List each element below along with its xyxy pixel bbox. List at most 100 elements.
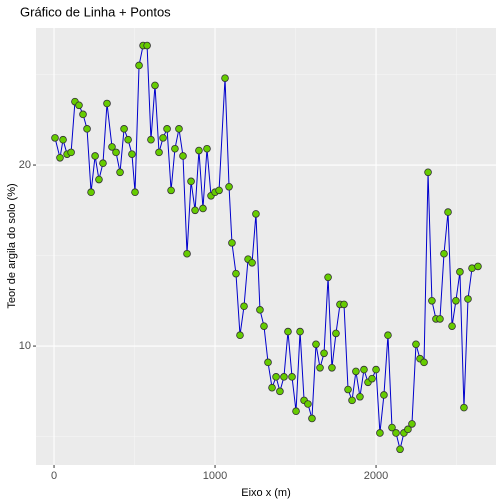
- data-point: [352, 367, 360, 376]
- data-point: [108, 143, 116, 151]
- data-point: [183, 249, 191, 258]
- data-point: [276, 387, 284, 396]
- data-point: [252, 210, 260, 218]
- data-point: [75, 101, 83, 110]
- data-point: [460, 403, 468, 412]
- data-point: [376, 429, 384, 437]
- data-point: [368, 374, 376, 383]
- data-point: [312, 340, 320, 349]
- data-point: [91, 152, 99, 160]
- data-point: [474, 262, 482, 271]
- data-point: [264, 358, 272, 367]
- data-point: [131, 188, 139, 196]
- data-point: [344, 385, 352, 394]
- data-point: [388, 423, 396, 432]
- data-point: [151, 81, 159, 90]
- data-point: [128, 150, 136, 158]
- data-point: [256, 306, 264, 314]
- data-point: [143, 41, 151, 50]
- data-point: [147, 135, 155, 144]
- y-tick-label: 20: [19, 159, 31, 171]
- data-point: [67, 148, 75, 157]
- x-tick-label: 1000: [203, 470, 227, 482]
- data-point: [396, 445, 404, 454]
- data-point: [112, 148, 120, 157]
- data-point: [444, 208, 452, 216]
- data-point: [120, 125, 128, 133]
- data-point: [221, 74, 229, 82]
- data-point: [248, 258, 256, 267]
- data-point: [360, 365, 368, 374]
- data-point: [175, 125, 183, 133]
- data-point: [99, 159, 107, 168]
- data-point: [380, 391, 388, 399]
- data-point: [260, 322, 268, 330]
- data-point: [452, 297, 460, 305]
- data-point: [332, 329, 340, 338]
- data-point: [340, 300, 348, 309]
- data-point: [424, 168, 432, 177]
- data-point: [195, 146, 203, 155]
- data-point: [464, 295, 472, 303]
- data-point: [159, 134, 167, 142]
- data-point: [124, 135, 132, 144]
- data-point: [436, 315, 444, 323]
- data-point: [296, 327, 304, 336]
- chart-title: Gráfico de Linha + Pontos: [20, 4, 171, 19]
- data-point: [56, 153, 64, 162]
- data-point: [348, 396, 356, 405]
- data-point: [240, 302, 248, 311]
- data-point: [179, 152, 187, 160]
- data-point: [280, 373, 288, 381]
- x-tick-label: 2000: [364, 470, 388, 482]
- data-point: [79, 110, 87, 119]
- data-point: [215, 186, 223, 195]
- data-point: [163, 125, 171, 133]
- data-point: [456, 268, 464, 276]
- data-point: [268, 383, 276, 392]
- data-point: [167, 186, 175, 195]
- data-point: [284, 327, 292, 336]
- data-point: [412, 340, 420, 349]
- data-point: [171, 144, 179, 153]
- data-point: [232, 269, 240, 278]
- data-point: [95, 175, 103, 184]
- data-point: [103, 99, 111, 108]
- data-point: [356, 392, 364, 401]
- data-point: [448, 322, 456, 330]
- data-point: [420, 358, 428, 367]
- data-point: [384, 331, 392, 340]
- data-point: [135, 61, 143, 70]
- data-point: [308, 414, 316, 423]
- data-point: [440, 249, 448, 258]
- data-point: [328, 363, 336, 372]
- data-point: [324, 273, 332, 282]
- data-point: [372, 365, 380, 374]
- data-point: [199, 204, 207, 213]
- data-point: [83, 125, 91, 133]
- data-point: [320, 349, 328, 358]
- x-tick-label: 0: [51, 470, 57, 482]
- data-point: [272, 373, 280, 381]
- data-point: [51, 134, 59, 142]
- data-point: [304, 400, 312, 408]
- data-point: [408, 420, 416, 428]
- data-point: [155, 148, 163, 157]
- data-point: [404, 425, 412, 434]
- data-point: [87, 188, 95, 196]
- data-point: [288, 373, 296, 381]
- data-point: [236, 331, 244, 340]
- data-point: [228, 239, 236, 247]
- data-point: [203, 144, 211, 153]
- data-point: [116, 168, 124, 177]
- y-tick-label: 10: [19, 340, 31, 352]
- data-point: [225, 182, 233, 191]
- data-point: [392, 429, 400, 437]
- y-axis-title: Teor de argila do solo (%): [6, 183, 18, 308]
- data-point: [316, 363, 324, 372]
- data-point: [59, 135, 67, 144]
- data-point: [187, 177, 195, 186]
- plot-panel: [36, 28, 496, 465]
- data-point: [292, 407, 300, 416]
